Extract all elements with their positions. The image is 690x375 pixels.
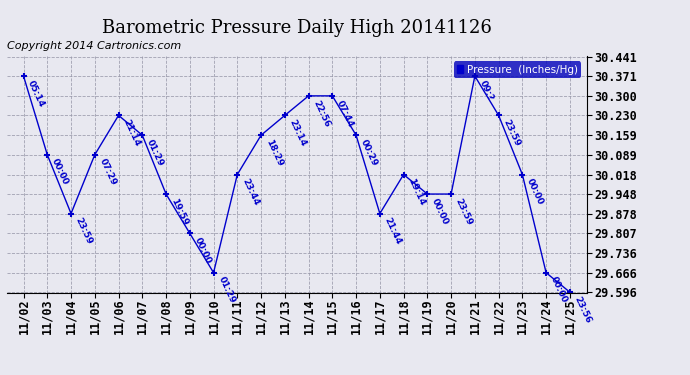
Text: 01:29: 01:29 — [217, 276, 237, 305]
Text: 00:00: 00:00 — [549, 276, 569, 305]
Text: 01:29: 01:29 — [145, 138, 166, 168]
Text: 23:56: 23:56 — [573, 295, 593, 325]
Text: 23:59: 23:59 — [454, 197, 474, 226]
Text: 05:14: 05:14 — [26, 79, 46, 109]
Text: 19:14: 19:14 — [406, 177, 426, 207]
Text: 18:29: 18:29 — [264, 138, 284, 168]
Text: 00:00: 00:00 — [430, 197, 450, 226]
Text: 21:14: 21:14 — [121, 118, 141, 148]
Text: 00:00: 00:00 — [50, 158, 70, 187]
Text: 23:14: 23:14 — [288, 118, 308, 148]
Text: 19:59: 19:59 — [169, 197, 189, 227]
Text: 23:44: 23:44 — [240, 177, 260, 207]
Text: 22:56: 22:56 — [311, 99, 332, 128]
Text: 09:?: 09:? — [477, 79, 495, 102]
Text: 07:29: 07:29 — [97, 158, 118, 188]
Text: 07:44: 07:44 — [335, 99, 355, 129]
Text: Barometric Pressure Daily High 20141126: Barometric Pressure Daily High 20141126 — [101, 19, 492, 37]
Text: 00:00: 00:00 — [525, 177, 545, 207]
Text: 23:59: 23:59 — [502, 118, 522, 148]
Text: 00:00: 00:00 — [193, 236, 213, 266]
Text: Copyright 2014 Cartronics.com: Copyright 2014 Cartronics.com — [7, 41, 181, 51]
Text: 23:59: 23:59 — [74, 216, 94, 246]
Text: 21:44: 21:44 — [383, 216, 403, 246]
Text: 00:29: 00:29 — [359, 138, 379, 168]
Legend: Pressure  (Inches/Hg): Pressure (Inches/Hg) — [453, 62, 581, 78]
